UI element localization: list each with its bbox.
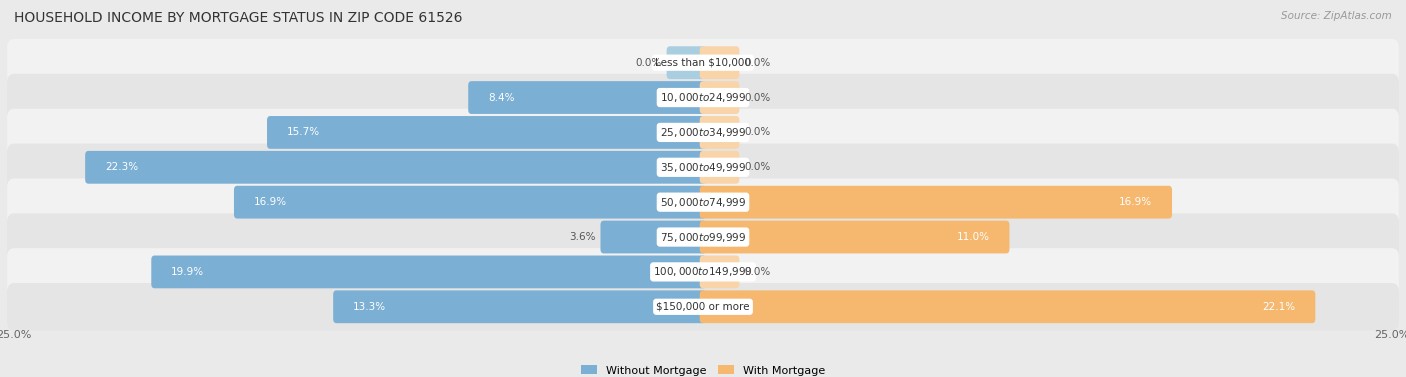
Text: 0.0%: 0.0%: [744, 58, 770, 68]
FancyBboxPatch shape: [7, 144, 1399, 191]
FancyBboxPatch shape: [7, 74, 1399, 121]
FancyBboxPatch shape: [700, 46, 740, 79]
FancyBboxPatch shape: [7, 213, 1399, 261]
Text: 0.0%: 0.0%: [744, 162, 770, 172]
FancyBboxPatch shape: [267, 116, 706, 149]
Text: 19.9%: 19.9%: [172, 267, 204, 277]
FancyBboxPatch shape: [700, 151, 740, 184]
Text: 0.0%: 0.0%: [744, 267, 770, 277]
Text: $100,000 to $149,999: $100,000 to $149,999: [654, 265, 752, 278]
Text: 11.0%: 11.0%: [956, 232, 990, 242]
FancyBboxPatch shape: [333, 290, 706, 323]
Text: Less than $10,000: Less than $10,000: [655, 58, 751, 68]
FancyBboxPatch shape: [700, 81, 740, 114]
Text: HOUSEHOLD INCOME BY MORTGAGE STATUS IN ZIP CODE 61526: HOUSEHOLD INCOME BY MORTGAGE STATUS IN Z…: [14, 11, 463, 25]
Text: $10,000 to $24,999: $10,000 to $24,999: [659, 91, 747, 104]
FancyBboxPatch shape: [152, 256, 706, 288]
FancyBboxPatch shape: [7, 178, 1399, 226]
FancyBboxPatch shape: [666, 46, 706, 79]
FancyBboxPatch shape: [600, 221, 706, 253]
Text: 16.9%: 16.9%: [254, 197, 287, 207]
Text: 0.0%: 0.0%: [636, 58, 662, 68]
Text: 22.3%: 22.3%: [105, 162, 138, 172]
Text: Source: ZipAtlas.com: Source: ZipAtlas.com: [1281, 11, 1392, 21]
Text: $35,000 to $49,999: $35,000 to $49,999: [659, 161, 747, 174]
Legend: Without Mortgage, With Mortgage: Without Mortgage, With Mortgage: [576, 361, 830, 377]
FancyBboxPatch shape: [7, 248, 1399, 296]
Text: 16.9%: 16.9%: [1119, 197, 1152, 207]
FancyBboxPatch shape: [700, 186, 1173, 219]
Text: 0.0%: 0.0%: [744, 92, 770, 103]
Text: $75,000 to $99,999: $75,000 to $99,999: [659, 231, 747, 244]
Text: 8.4%: 8.4%: [488, 92, 515, 103]
Text: 15.7%: 15.7%: [287, 127, 321, 138]
FancyBboxPatch shape: [7, 283, 1399, 331]
FancyBboxPatch shape: [700, 221, 1010, 253]
Text: 13.3%: 13.3%: [353, 302, 387, 312]
Text: $150,000 or more: $150,000 or more: [657, 302, 749, 312]
Text: 3.6%: 3.6%: [569, 232, 596, 242]
Text: 22.1%: 22.1%: [1263, 302, 1295, 312]
Text: $50,000 to $74,999: $50,000 to $74,999: [659, 196, 747, 208]
FancyBboxPatch shape: [468, 81, 706, 114]
FancyBboxPatch shape: [7, 109, 1399, 156]
Text: 0.0%: 0.0%: [744, 127, 770, 138]
FancyBboxPatch shape: [233, 186, 706, 219]
Text: $25,000 to $34,999: $25,000 to $34,999: [659, 126, 747, 139]
FancyBboxPatch shape: [700, 290, 1316, 323]
FancyBboxPatch shape: [700, 256, 740, 288]
FancyBboxPatch shape: [7, 39, 1399, 86]
FancyBboxPatch shape: [86, 151, 706, 184]
FancyBboxPatch shape: [700, 116, 740, 149]
